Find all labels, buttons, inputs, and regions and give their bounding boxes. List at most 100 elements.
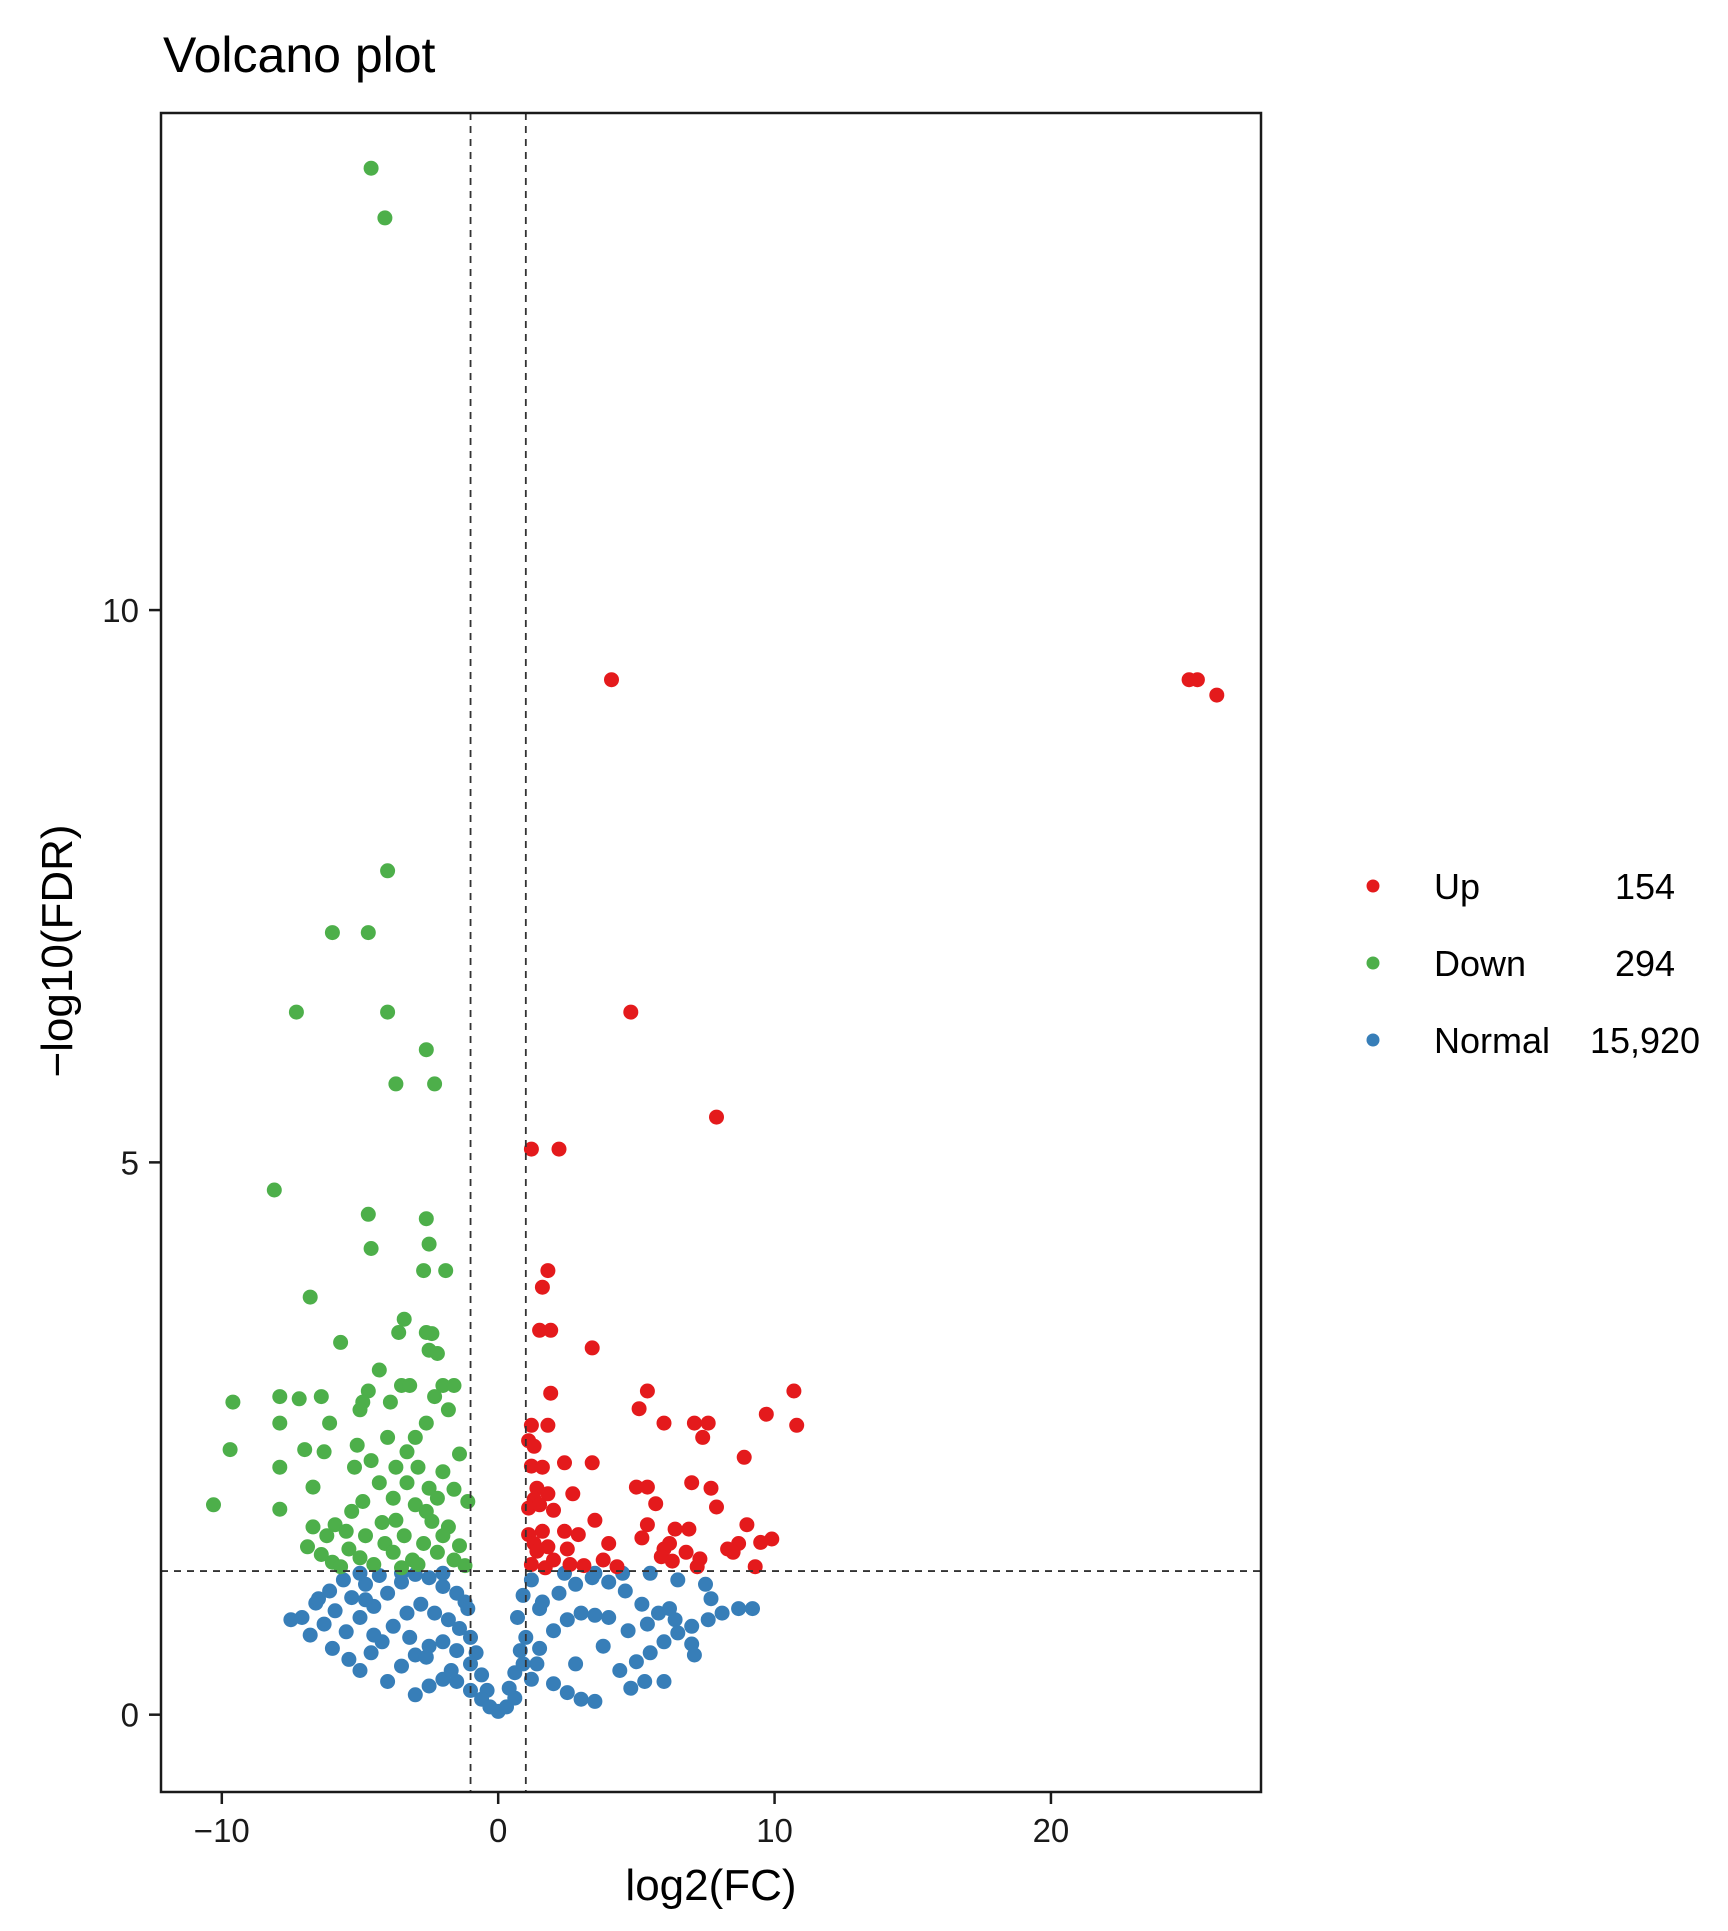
up-point: [576, 1558, 592, 1574]
down-point: [429, 1544, 445, 1560]
legend-count-up: 154: [1615, 866, 1675, 907]
up-point: [543, 1385, 559, 1401]
normal-point: [601, 1574, 617, 1590]
down-point: [272, 1501, 288, 1517]
down-point: [327, 1517, 343, 1533]
normal-point: [568, 1656, 584, 1672]
down-point: [355, 1494, 371, 1509]
down-point: [272, 1389, 288, 1405]
normal-point: [670, 1572, 686, 1588]
normal-point: [587, 1693, 603, 1709]
x-tick-label: 20: [1033, 1812, 1070, 1849]
down-point: [388, 1459, 404, 1475]
normal-point: [698, 1576, 713, 1592]
x-axis: −10 0 10 20: [194, 1792, 1069, 1849]
normal-point: [714, 1605, 730, 1621]
down-point: [377, 210, 393, 226]
normal-point: [302, 1627, 318, 1643]
up-point: [639, 1383, 655, 1399]
up-point: [584, 1455, 600, 1471]
down-point: [424, 1513, 440, 1529]
down-point: [385, 1544, 401, 1560]
down-point: [363, 160, 379, 176]
normal-point: [731, 1601, 747, 1617]
normal-point: [656, 1674, 672, 1689]
normal-point: [327, 1603, 343, 1619]
normal-point: [515, 1656, 531, 1672]
normal-point: [316, 1616, 332, 1632]
up-point: [562, 1557, 578, 1572]
normal-point: [703, 1591, 719, 1607]
normal-point: [559, 1685, 575, 1701]
x-tick-label: 10: [756, 1812, 793, 1849]
up-point: [678, 1544, 694, 1560]
down-point: [272, 1415, 288, 1431]
up-point: [557, 1523, 572, 1539]
up-point: [623, 1004, 639, 1020]
up-point: [587, 1512, 603, 1528]
up-point: [684, 1475, 700, 1491]
down-point: [427, 1076, 443, 1092]
down-point: [421, 1236, 437, 1252]
normal-point: [338, 1624, 354, 1640]
down-point: [302, 1289, 318, 1305]
up-point: [709, 1109, 724, 1125]
down-point: [407, 1429, 423, 1445]
up-point: [540, 1417, 556, 1433]
up-point: [529, 1543, 545, 1559]
down-point: [452, 1538, 467, 1554]
legend-count-normal: 15,920: [1590, 1020, 1700, 1061]
normal-point: [413, 1596, 429, 1612]
down-point: [388, 1512, 404, 1528]
normal-point: [335, 1572, 351, 1588]
normal-point: [352, 1610, 368, 1625]
normal-point: [452, 1621, 467, 1636]
down-point: [380, 1004, 396, 1020]
legend-key-down: [1366, 956, 1380, 970]
up-point: [664, 1553, 680, 1569]
down-point: [322, 1415, 338, 1431]
normal-point: [427, 1605, 443, 1621]
up-point: [570, 1527, 586, 1543]
up-point: [786, 1383, 802, 1399]
down-point: [416, 1263, 432, 1279]
down-point: [363, 1453, 379, 1469]
up-point: [540, 1263, 556, 1279]
y-axis-title: −log10(FDR): [33, 824, 82, 1077]
normal-point: [662, 1601, 677, 1617]
up-point: [631, 1401, 647, 1417]
down-point: [394, 1560, 409, 1576]
normal-point: [435, 1565, 451, 1581]
normal-point: [573, 1605, 589, 1621]
down-point: [446, 1378, 462, 1393]
down-point: [435, 1528, 451, 1544]
normal-point: [449, 1643, 465, 1659]
down-point: [388, 1076, 404, 1092]
normal-point: [363, 1645, 379, 1661]
down-point: [371, 1475, 387, 1491]
normal-point: [670, 1625, 686, 1641]
normal-point: [474, 1667, 490, 1683]
y-tick-label: 0: [121, 1697, 139, 1734]
normal-point: [686, 1647, 702, 1663]
up-point: [546, 1502, 561, 1518]
down-point: [452, 1446, 467, 1462]
normal-point: [523, 1572, 539, 1588]
up-point: [681, 1521, 697, 1537]
up-point: [686, 1415, 702, 1431]
down-point: [402, 1378, 418, 1393]
down-point: [440, 1402, 456, 1418]
up-point: [709, 1499, 724, 1515]
normal-point: [551, 1585, 567, 1601]
legend-key-normal: [1366, 1033, 1380, 1047]
normal-point: [568, 1576, 584, 1592]
normal-point: [639, 1616, 655, 1632]
normal-point: [366, 1627, 382, 1643]
normal-point: [421, 1678, 437, 1694]
down-point: [435, 1378, 451, 1393]
down-point: [288, 1004, 304, 1020]
legend: Up 154 Down 294 Normal 15,920: [1366, 866, 1700, 1061]
up-point: [595, 1552, 611, 1568]
normal-point: [529, 1656, 545, 1672]
